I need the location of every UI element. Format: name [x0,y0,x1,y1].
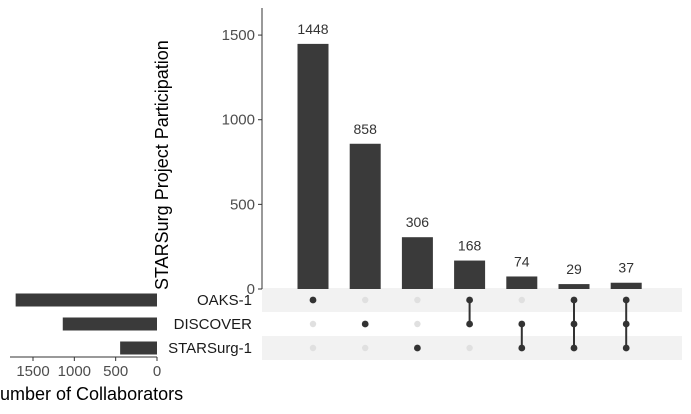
matrix-dot-active [518,344,526,352]
matrix-dot-active [466,296,473,304]
matrix-dot-inactive [362,344,369,352]
matrix-dot-active [622,296,630,304]
matrix-dot-inactive [414,320,421,328]
y-tick-label: 0 [247,281,255,298]
set-size-bar [15,293,158,307]
matrix-dot-inactive [518,296,525,304]
intersection-bars [297,43,642,289]
matrix-dot-active [518,320,526,328]
set-size-bar [62,317,158,331]
intersection-bar-labels: 1448 858 306 168 74 29 37 [297,21,634,277]
matrix-dot-inactive [466,344,473,352]
y-axis: 0 500 1000 1500 [222,8,263,298]
intersection-bar [558,284,590,289]
y-axis-title: STARSurg Project Participation [152,40,172,290]
intersection-bar [506,276,538,289]
matrix-dot-inactive [309,320,317,328]
intersection-bar [349,143,381,289]
matrix-dot-active [622,320,630,328]
intersection-bar [454,260,486,289]
matrix-dot-active [570,344,578,352]
intersection-bar [401,237,433,289]
y-tick-label: 500 [230,196,255,213]
matrix-dot-active [570,320,578,328]
matrix-dot-inactive [414,296,421,304]
matrix-dot-active [414,344,421,352]
set-size-axis: 1500 1000 500 0 [10,356,161,380]
matrix-dot-inactive [362,296,369,304]
y-tick-label: 1500 [222,27,255,44]
intersection-bar-label: 858 [354,121,378,137]
intersection-bar [297,43,329,289]
set-size-bar [120,341,157,355]
matrix-dot-active [622,344,630,352]
intersection-bar-label: 168 [458,238,482,254]
intersection-bar [610,282,642,289]
set-size-tick-label: 1500 [16,363,49,380]
set-size-tick-label: 0 [153,363,161,380]
set-size-axis-title: Number of Collaborators [0,384,183,404]
matrix-dot-active [309,296,317,304]
intersection-bar-label: 306 [406,214,430,230]
y-tick-label: 1000 [222,112,255,129]
matrix-dot-inactive [309,344,317,352]
set-label: OAKS-1 [197,292,252,309]
set-label: DISCOVER [174,316,253,333]
intersection-bar-label: 1448 [297,21,328,37]
intersection-bar-label: 74 [514,253,530,269]
set-size-bars [15,293,158,355]
matrix-dot-active [361,320,369,328]
intersection-bar-label: 37 [618,260,634,276]
matrix-dot-active [466,320,473,328]
set-labels: OAKS-1 DISCOVER STARSurg-1 [168,292,252,357]
set-size-tick-label: 1000 [58,363,91,380]
matrix-dot-active [570,296,578,304]
set-label: STARSurg-1 [168,340,252,357]
intersection-bar-label: 29 [566,261,582,277]
set-size-tick-label: 500 [103,363,128,380]
intersection-matrix [309,296,630,352]
